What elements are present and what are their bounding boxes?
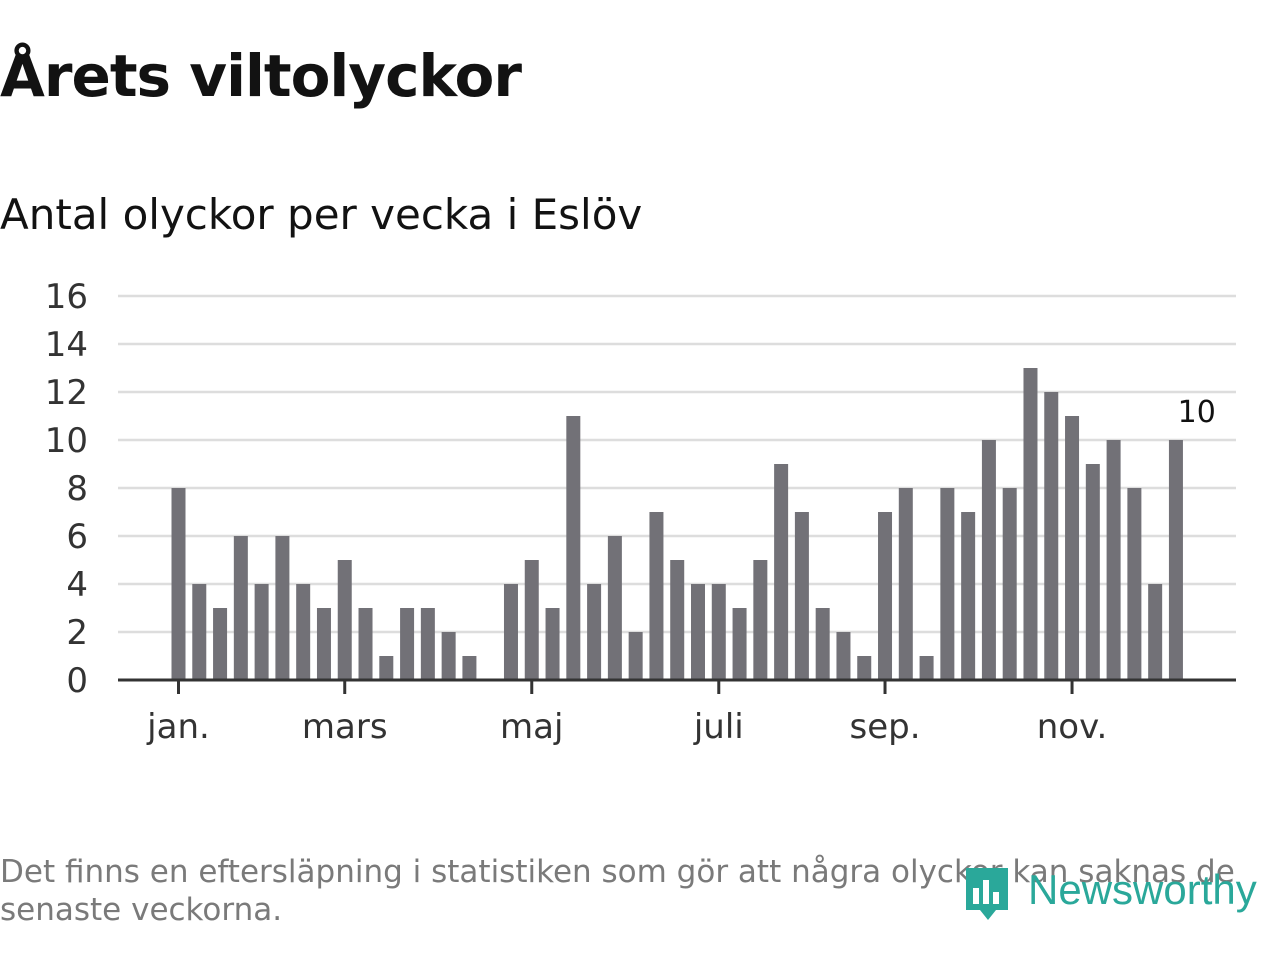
bar (566, 416, 581, 680)
bar (337, 560, 352, 680)
y-tick-label: 8 (66, 469, 88, 509)
bar (545, 608, 560, 680)
bar (379, 656, 394, 680)
bar (940, 488, 955, 680)
bar (857, 656, 872, 680)
bar (732, 608, 747, 680)
x-axis: jan. mars maj juli sep. nov. (118, 678, 1236, 747)
chart-title: Årets viltolyckor (0, 42, 522, 110)
bars (171, 368, 1183, 680)
bar (441, 632, 456, 680)
bar (981, 440, 996, 680)
footnote: Det finns en eftersläpning i statistiken… (0, 854, 1235, 928)
bar (1085, 464, 1100, 680)
bar (1148, 584, 1163, 680)
y-tick-label: 10 (45, 421, 88, 461)
bar (1127, 488, 1142, 680)
bar (192, 584, 207, 680)
x-tick-label: jan. (146, 707, 210, 747)
x-tick-label: maj (500, 707, 563, 747)
bar (400, 608, 415, 680)
bar (213, 608, 228, 680)
bar (462, 656, 477, 680)
bar (1168, 440, 1183, 680)
bar (1065, 416, 1080, 680)
bar (753, 560, 768, 680)
y-tick-label: 2 (66, 613, 88, 653)
bar (233, 536, 248, 680)
y-tick-label: 14 (45, 325, 88, 365)
bar (961, 512, 976, 680)
bar (815, 608, 830, 680)
bar (275, 536, 290, 680)
bar (670, 560, 685, 680)
bar (649, 512, 664, 680)
y-tick-label: 12 (45, 373, 88, 413)
bar (919, 656, 934, 680)
bar (774, 464, 789, 680)
y-tick-label: 0 (66, 661, 88, 701)
newsworthy-brand: Newsworthy (962, 858, 1257, 922)
brand-name: Newsworthy (1028, 866, 1257, 913)
bar (296, 584, 311, 680)
bar (1044, 392, 1059, 680)
bar (691, 584, 705, 680)
bar (587, 584, 602, 680)
bar (420, 608, 435, 680)
x-tick-label: sep. (850, 707, 921, 747)
bar (628, 632, 643, 680)
data-label: 10 (1178, 395, 1216, 430)
bar (503, 584, 518, 680)
data-labels: 10 (1175, 392, 1219, 433)
bar (316, 608, 331, 680)
bar (171, 488, 186, 680)
bar (524, 560, 539, 680)
y-tick-label: 4 (66, 565, 88, 605)
bar (358, 608, 373, 680)
bar (711, 584, 726, 680)
bar (898, 488, 913, 680)
bar (607, 536, 622, 680)
chart-subtitle: Antal olyckor per vecka i Eslöv (0, 190, 643, 239)
x-tick-label: juli (693, 707, 744, 747)
bar (794, 512, 809, 680)
bar (836, 632, 851, 680)
bar-chart: 0 2 4 6 8 10 12 14 16 jan. mars maj juli sep. nov. 10 (45, 277, 1236, 747)
x-tick-label: nov. (1037, 707, 1108, 747)
bar (1002, 488, 1017, 680)
bar (1106, 440, 1121, 680)
y-axis-tick-labels: 0 2 4 6 8 10 12 14 16 (45, 277, 88, 701)
y-tick-label: 16 (45, 277, 88, 317)
bar (1023, 368, 1038, 680)
bar (878, 512, 893, 680)
bar (254, 584, 269, 680)
y-tick-label: 6 (66, 517, 88, 557)
newsworthy-logo-icon (962, 858, 1012, 922)
x-tick-label: mars (302, 707, 388, 747)
